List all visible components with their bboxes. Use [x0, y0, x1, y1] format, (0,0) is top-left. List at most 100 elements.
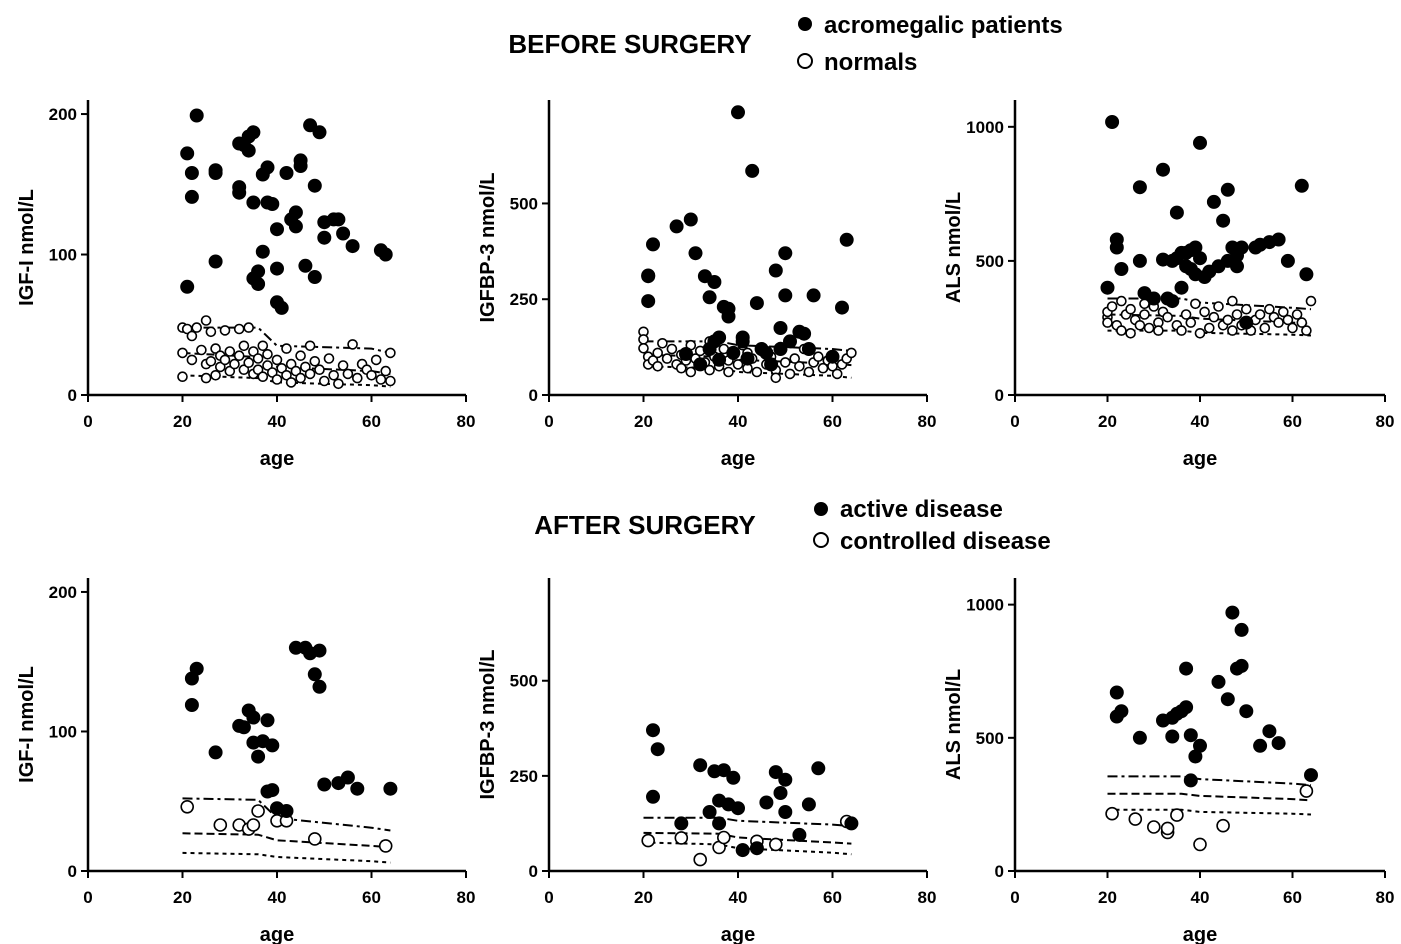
data-point-open	[309, 355, 321, 367]
data-point-open	[1254, 309, 1266, 320]
data-point-filled	[679, 347, 693, 361]
data-point-filled	[307, 270, 322, 284]
data-point-open	[1128, 812, 1143, 826]
data-point-filled	[1220, 182, 1235, 197]
x-tick-label: 60	[362, 412, 381, 431]
data-point-open	[652, 347, 664, 359]
data-point-open	[1147, 820, 1161, 834]
data-point-filled	[1105, 115, 1120, 129]
data-point-open	[233, 323, 245, 335]
x-tick-label: 40	[729, 888, 748, 907]
data-point-open	[1227, 325, 1238, 336]
data-point-open	[1162, 311, 1173, 323]
data-point-filled	[768, 263, 783, 278]
data-point-filled	[726, 770, 741, 785]
data-point-filled	[383, 781, 398, 796]
data-point-filled	[839, 232, 854, 247]
data-point-filled	[317, 230, 332, 245]
data-point-open	[1190, 298, 1201, 310]
data-point-open	[1282, 314, 1294, 326]
data-point-open	[1287, 322, 1298, 334]
data-point-filled	[208, 166, 223, 180]
data-point-filled	[208, 254, 223, 269]
data-point-open	[704, 364, 715, 376]
data-point-filled	[1262, 724, 1277, 739]
data-point-filled	[783, 334, 797, 349]
data-point-open	[812, 351, 824, 363]
data-point-open	[314, 364, 325, 376]
data-point-open	[1222, 314, 1234, 326]
legend-label-normals: normals	[824, 49, 917, 76]
data-point-open	[276, 362, 288, 374]
data-point-filled	[693, 758, 708, 773]
data-point-filled	[806, 288, 821, 303]
data-point-open	[1296, 317, 1308, 328]
data-point-open	[177, 347, 188, 359]
data-point-open	[266, 367, 278, 378]
data-point-open	[1116, 325, 1127, 336]
x-tick-label: 40	[1191, 888, 1210, 907]
data-point-open	[375, 374, 387, 385]
data-point-open	[803, 366, 815, 378]
data-point-open	[1227, 295, 1238, 307]
data-point-filled	[270, 222, 284, 237]
data-point-open	[177, 371, 188, 383]
data-point-open	[271, 374, 283, 385]
y-axis-label: ALS nmol/L	[943, 192, 965, 303]
data-point-open	[380, 365, 392, 377]
data-point-open	[1185, 317, 1197, 328]
data-point-filled	[317, 777, 332, 792]
x-tick-label: 20	[1098, 888, 1117, 907]
reference-line	[182, 326, 391, 354]
data-point-open	[1102, 317, 1113, 328]
data-point-open	[295, 372, 306, 384]
x-tick-label: 60	[1283, 412, 1302, 431]
data-point-filled	[288, 205, 303, 220]
y-axis-label: IGFBP-3 nmol/L	[477, 173, 499, 323]
data-point-open	[271, 354, 283, 366]
data-point-open	[337, 360, 349, 371]
data-point-open	[768, 837, 783, 852]
reference-line	[643, 816, 852, 828]
data-point-open	[1143, 322, 1155, 334]
data-point-filled	[236, 720, 251, 735]
legend-label-acromegalic: acromegalic patients	[824, 12, 1063, 39]
data-point-open	[1291, 309, 1303, 320]
data-point-filled	[255, 244, 270, 259]
reference-line	[182, 832, 391, 849]
data-point-open	[385, 347, 396, 359]
data-point-filled	[345, 239, 360, 254]
data-point-filled	[1304, 768, 1318, 783]
x-tick-label: 60	[362, 888, 381, 907]
x-tick-label: 0	[544, 888, 553, 907]
x-tick-label: 0	[544, 412, 553, 431]
data-point-filled	[298, 258, 313, 273]
data-point-filled	[1132, 253, 1147, 268]
data-point-open	[200, 372, 212, 384]
data-point-open	[1106, 301, 1118, 312]
data-point-open	[252, 364, 264, 376]
data-point-open	[333, 378, 344, 390]
data-point-open	[342, 368, 354, 380]
data-point-filled	[1146, 291, 1161, 306]
data-point-open	[784, 368, 796, 380]
data-point-filled	[702, 805, 717, 819]
data-point-open	[251, 804, 265, 818]
data-point-filled	[1114, 704, 1129, 719]
data-point-open	[196, 344, 207, 356]
data-point-open	[295, 350, 306, 362]
chart-panel-3: 0 20 40 60 80 0 500 1000 age ALS nmol/L	[943, 100, 1394, 470]
y-tick-label: 0	[529, 862, 538, 881]
data-point-filled	[1230, 259, 1244, 274]
data-point-open	[1125, 303, 1136, 315]
data-point-filled	[641, 269, 656, 284]
data-point-open	[1216, 818, 1230, 833]
legend-marker-active	[814, 502, 828, 516]
data-point-filled	[773, 786, 788, 800]
y-tick-label: 100	[49, 722, 77, 741]
data-point-open	[716, 830, 731, 845]
data-point-open	[213, 818, 228, 832]
data-point-filled	[1271, 232, 1286, 247]
data-point-filled	[1294, 178, 1309, 193]
data-point-filled	[801, 342, 816, 356]
